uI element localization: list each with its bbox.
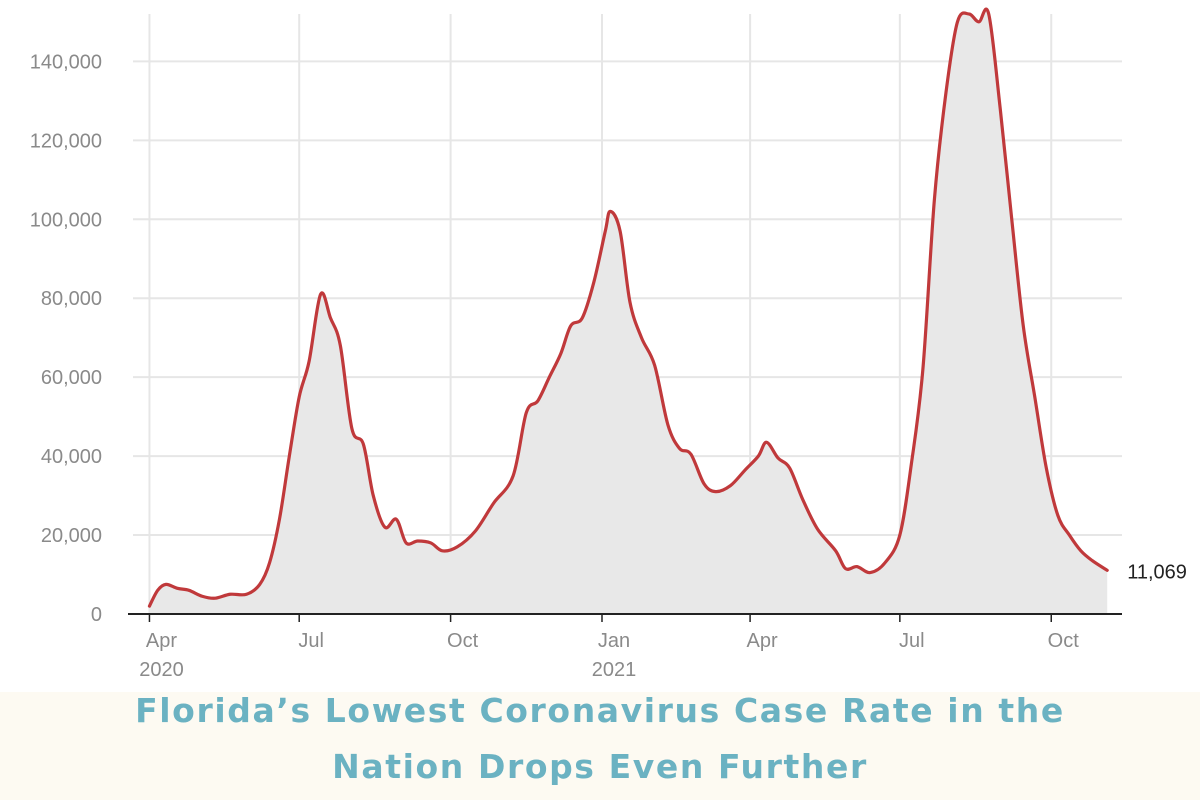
axes [128,613,1122,622]
x-tick-label: Oct [1048,630,1080,652]
end-value-label: 11,069 [1127,561,1187,583]
y-tick-label: 0 [91,604,102,626]
y-tick-label: 100,000 [30,209,102,231]
x-tick-label: Jul [899,630,925,652]
x-tick-label: Jan [598,630,630,652]
y-tick-label: 60,000 [41,367,102,389]
plot-area [147,7,1109,615]
x-tick-label: Oct [447,630,479,652]
series-area [149,9,1108,615]
series-line [147,7,1109,608]
y-tick-label: 140,000 [30,51,102,73]
y-tick-label: 20,000 [41,525,102,547]
y-tick-label: 80,000 [41,288,102,310]
chart-title-line-2: Nation Drops Even Further [332,747,868,786]
x-tick-label: Apr [747,630,778,652]
title-banner [0,692,1200,800]
y-tick-label: 40,000 [41,446,102,468]
x-tick-year-label: 2021 [592,659,637,681]
chart-title-line-1: Florida’s Lowest Coronavirus Case Rate i… [135,691,1065,730]
y-tick-label: 120,000 [30,130,102,152]
x-tick-label: Jul [298,630,324,652]
chart-title: Florida’s Lowest Coronavirus Case Rate i… [0,683,1200,795]
x-tick-year-label: 2020 [139,659,184,681]
tick-labels: 0 20,000 40,000 60,000 80,000 100,000 120,000 1… [30,51,1187,681]
x-tick-label: Apr [146,630,177,652]
